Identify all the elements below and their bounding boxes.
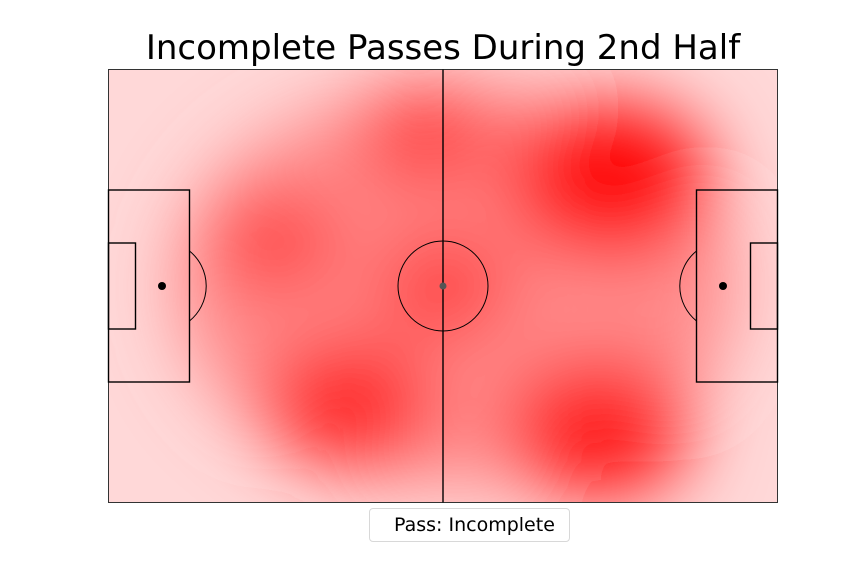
left-penalty-spot bbox=[158, 282, 166, 290]
chart-title: Incomplete Passes During 2nd Half bbox=[145, 28, 741, 68]
center-spot bbox=[439, 282, 447, 290]
right-penalty-arc bbox=[679, 250, 697, 322]
heatmap-hotspot-upper-center bbox=[359, 84, 494, 185]
legend-swatch bbox=[378, 518, 392, 532]
legend-label: Pass: Incomplete bbox=[394, 514, 555, 536]
right-penalty-spot bbox=[719, 282, 727, 290]
heatmap-hotspot-top-right bbox=[510, 102, 711, 253]
legend: Pass: Incomplete bbox=[369, 508, 570, 542]
center-circle bbox=[397, 240, 489, 332]
heatmap-hotspot-left-mid bbox=[211, 194, 340, 291]
right-six-yard-box bbox=[749, 242, 779, 330]
heatmap-hotspot-bottom-right bbox=[508, 363, 691, 501]
left-penalty-arc bbox=[189, 250, 207, 322]
heatmap-hotspot-bottom-center-left bbox=[265, 342, 432, 468]
heatmap-blobs bbox=[175, 84, 738, 501]
left-six-yard-box bbox=[107, 242, 137, 330]
